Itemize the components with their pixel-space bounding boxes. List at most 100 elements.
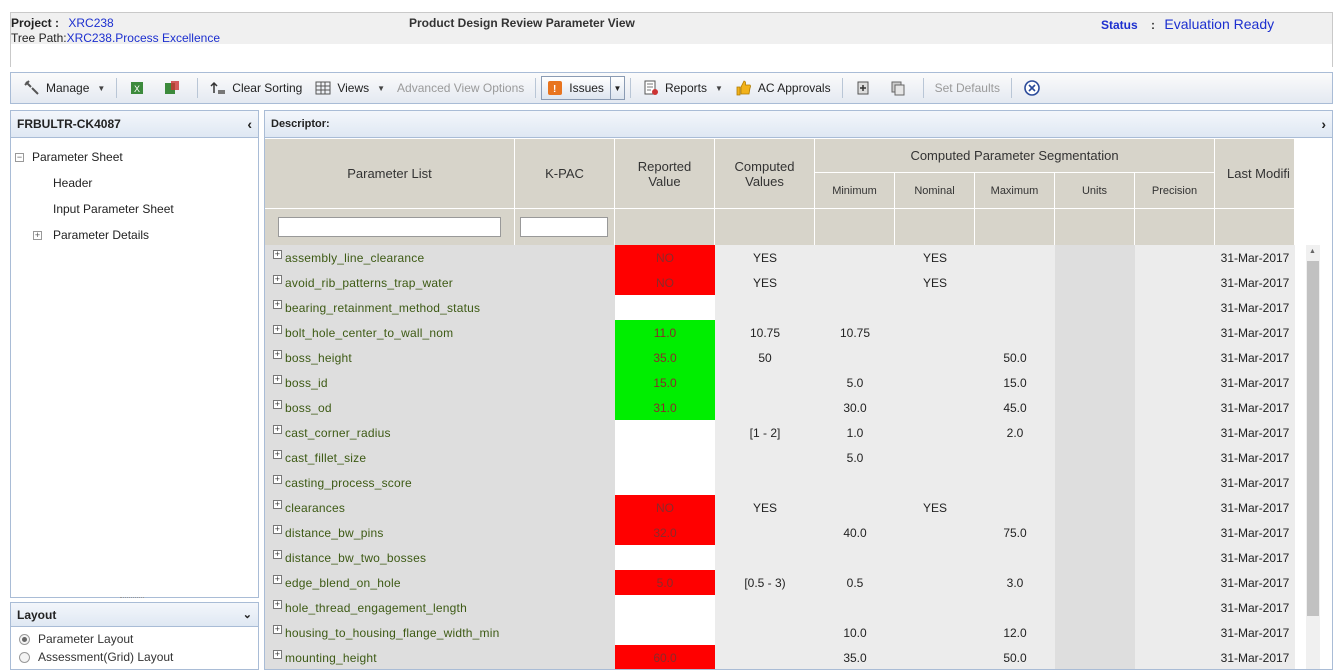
reported-value-cell[interactable] xyxy=(615,545,715,570)
parameter-name-cell[interactable]: + hole_thread_engagement_length xyxy=(265,595,615,620)
table-row[interactable]: + clearances NO YES YES 31-Mar-2017 xyxy=(265,495,1295,520)
reported-value-cell[interactable]: 15.0 xyxy=(615,370,715,395)
parameter-name-cell[interactable]: + assembly_line_clearance xyxy=(265,245,615,270)
table-row[interactable]: + distance_bw_two_bosses 31-Mar-2017 xyxy=(265,545,1295,570)
parameter-name-cell[interactable]: + casting_process_score xyxy=(265,470,615,495)
expand-row-icon[interactable]: + xyxy=(273,324,282,334)
expand-row-icon[interactable]: + xyxy=(273,274,282,284)
table-row[interactable]: + bearing_retainment_method_status 31-Mar-… xyxy=(265,295,1295,320)
column-header-last-modified[interactable]: Last Modifi xyxy=(1215,139,1295,209)
table-row[interactable]: + boss_od 31.0 30.0 45.0 31-Mar-2017 xyxy=(265,395,1295,420)
tree-node-input-parameter-sheet[interactable]: Input Parameter Sheet xyxy=(11,196,258,222)
tree-node-parameter-sheet[interactable]: − Parameter Sheet xyxy=(11,144,258,170)
collapse-icon[interactable]: − xyxy=(15,151,24,162)
advanced-view-options-button[interactable]: Advanced View Options xyxy=(391,76,530,100)
panel-splitter[interactable] xyxy=(120,597,144,600)
chevron-down-icon[interactable]: ▼ xyxy=(609,77,624,99)
table-row[interactable]: + avoid_rib_patterns_trap_water NO YES YES 31… xyxy=(265,270,1295,295)
column-header-reported-value[interactable]: Reported Value xyxy=(615,139,715,209)
expand-row-icon[interactable]: + xyxy=(273,374,282,384)
layout-panel-header[interactable]: Layout ⌄ xyxy=(11,603,258,627)
parameter-name-cell[interactable]: + distance_bw_pins xyxy=(265,520,615,545)
expand-row-icon[interactable]: + xyxy=(273,249,282,259)
expand-row-icon[interactable]: + xyxy=(273,599,282,609)
radio-button-selected[interactable] xyxy=(19,633,30,645)
tree-node-header[interactable]: Header xyxy=(11,170,258,196)
expand-row-icon[interactable]: + xyxy=(273,499,282,509)
reported-value-cell[interactable] xyxy=(615,470,715,495)
radio-button[interactable] xyxy=(19,651,30,663)
expand-row-icon[interactable]: + xyxy=(273,649,282,659)
column-header-maximum[interactable]: Maximum xyxy=(975,173,1055,209)
excel-import-button[interactable] xyxy=(157,76,192,100)
reported-value-cell[interactable]: 60.0 xyxy=(615,645,715,669)
parameter-name-cell[interactable]: + distance_bw_two_bosses xyxy=(265,545,615,570)
reported-value-cell[interactable]: 5.0 xyxy=(615,570,715,595)
vertical-scrollbar[interactable]: ▲ xyxy=(1306,245,1320,669)
chevron-down-icon[interactable]: ⌄ xyxy=(242,609,252,621)
column-header-minimum[interactable]: Minimum xyxy=(815,173,895,209)
column-header-precision[interactable]: Precision xyxy=(1135,173,1215,209)
expand-row-icon[interactable]: + xyxy=(273,399,282,409)
table-row[interactable]: + casting_process_score 31-Mar-2017 xyxy=(265,470,1295,495)
parameter-name-cell[interactable]: + bearing_retainment_method_status xyxy=(265,295,615,320)
views-button[interactable]: Views ▼ xyxy=(308,76,391,100)
clear-sorting-button[interactable]: Clear Sorting xyxy=(203,76,308,100)
scrollbar-thumb[interactable] xyxy=(1307,261,1319,616)
column-header-kpac[interactable]: K-PAC xyxy=(515,139,615,209)
manage-button[interactable]: Manage ▼ xyxy=(17,76,111,100)
kpac-filter-input[interactable] xyxy=(520,217,608,237)
reported-value-cell[interactable]: 32.0 xyxy=(615,520,715,545)
table-row[interactable]: + hole_thread_engagement_length 31-Mar-201… xyxy=(265,595,1295,620)
column-header-units[interactable]: Units xyxy=(1055,173,1135,209)
table-row[interactable]: + mounting_height 60.0 35.0 50.0 31-Mar-2017 xyxy=(265,645,1295,669)
expand-icon[interactable]: + xyxy=(33,229,42,240)
reported-value-cell[interactable] xyxy=(615,295,715,320)
expand-row-icon[interactable]: + xyxy=(273,299,282,309)
radio-parameter-layout[interactable]: Parameter Layout xyxy=(11,630,258,648)
parameter-name-cell[interactable]: + cast_corner_radius xyxy=(265,420,615,445)
parameter-list-filter-input[interactable] xyxy=(278,217,501,237)
table-row[interactable]: + assembly_line_clearance NO YES YES 31-Mar-2… xyxy=(265,245,1295,270)
table-row[interactable]: + boss_id 15.0 5.0 15.0 31-Mar-2017 xyxy=(265,370,1295,395)
reported-value-cell[interactable]: NO xyxy=(615,495,715,520)
expand-row-icon[interactable]: + xyxy=(273,574,282,584)
table-row[interactable]: + boss_height 35.0 50 50.0 31-Mar-2017 xyxy=(265,345,1295,370)
parameter-name-cell[interactable]: + bolt_hole_center_to_wall_nom xyxy=(265,320,615,345)
scroll-up-icon[interactable]: ▲ xyxy=(1309,248,1316,255)
reported-value-cell[interactable] xyxy=(615,420,715,445)
column-header-parameter-list[interactable]: Parameter List xyxy=(265,139,515,209)
parameter-name-cell[interactable]: + clearances xyxy=(265,495,615,520)
close-button[interactable] xyxy=(1017,76,1052,100)
reported-value-cell[interactable]: NO xyxy=(615,245,715,270)
reported-value-cell[interactable] xyxy=(615,445,715,470)
parameter-name-cell[interactable]: + edge_blend_on_hole xyxy=(265,570,615,595)
parameter-name-cell[interactable]: + boss_id xyxy=(265,370,615,395)
table-row[interactable]: + cast_corner_radius [1 - 2] 1.0 2.0 31-Mar-2… xyxy=(265,420,1295,445)
parameter-name-cell[interactable]: + avoid_rib_patterns_trap_water xyxy=(265,270,615,295)
column-header-computed-values[interactable]: Computed Values xyxy=(715,139,815,209)
parameter-name-cell[interactable]: + cast_fillet_size xyxy=(265,445,615,470)
reported-value-cell[interactable] xyxy=(615,595,715,620)
chevron-left-icon[interactable]: ‹ xyxy=(247,116,252,132)
expand-row-icon[interactable]: + xyxy=(273,449,282,459)
add-document-button[interactable] xyxy=(848,76,883,100)
reports-button[interactable]: Reports ▼ xyxy=(636,76,729,100)
tree-path-link[interactable]: XRC238.Process Excellence xyxy=(66,31,220,45)
parameter-name-cell[interactable]: + boss_height xyxy=(265,345,615,370)
table-row[interactable]: + distance_bw_pins 32.0 40.0 75.0 31-Mar-2017 xyxy=(265,520,1295,545)
expand-row-icon[interactable]: + xyxy=(273,549,282,559)
reported-value-cell[interactable]: NO xyxy=(615,270,715,295)
reported-value-cell[interactable] xyxy=(615,620,715,645)
table-row[interactable]: + housing_to_housing_flange_width_min 10.0… xyxy=(265,620,1295,645)
parameter-name-cell[interactable]: + housing_to_housing_flange_width_min xyxy=(265,620,615,645)
table-row[interactable]: + edge_blend_on_hole 5.0 [0.5 - 3) 0.5 3.0 31-… xyxy=(265,570,1295,595)
reported-value-cell[interactable]: 11.0 xyxy=(615,320,715,345)
column-header-nominal[interactable]: Nominal xyxy=(895,173,975,209)
expand-row-icon[interactable]: + xyxy=(273,424,282,434)
set-defaults-button[interactable]: Set Defaults xyxy=(929,76,1006,100)
issues-button[interactable]: ! Issues ▼ xyxy=(541,76,625,100)
expand-row-icon[interactable]: + xyxy=(273,474,282,484)
parameter-name-cell[interactable]: + boss_od xyxy=(265,395,615,420)
ac-approvals-button[interactable]: AC Approvals xyxy=(729,76,837,100)
